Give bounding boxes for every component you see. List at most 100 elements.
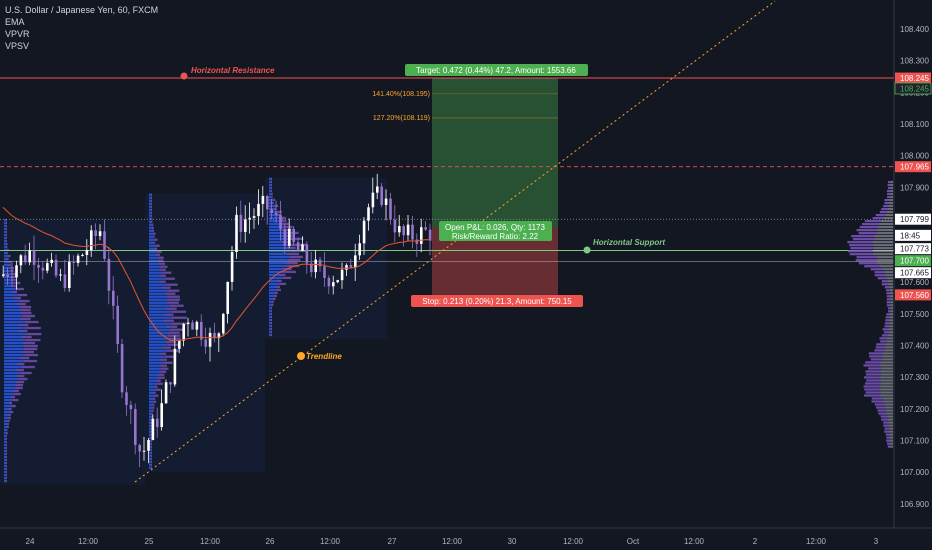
- vpvr-bar-up: [886, 189, 891, 193]
- session-volume-down: [165, 355, 177, 358]
- session-volume-down: [171, 310, 187, 313]
- candle-body: [200, 321, 203, 340]
- session-volume-up: [4, 377, 19, 381]
- profit-zone[interactable]: [432, 78, 558, 228]
- session-volume-up: [4, 428, 6, 432]
- session-volume-down: [8, 416, 11, 420]
- session-volume-down: [270, 327, 272, 331]
- session-volume-up: [4, 329, 19, 333]
- session-volume-up: [4, 293, 18, 297]
- target-label-box: [405, 64, 588, 76]
- session-volume-down: [5, 470, 7, 474]
- vpvr-bar-up: [884, 198, 890, 202]
- session-volume-down: [151, 229, 154, 232]
- trendline-label[interactable]: Trendline: [306, 352, 342, 361]
- time-tick-label: 24: [26, 537, 35, 546]
- session-volume-up: [4, 368, 16, 372]
- candle-body: [261, 195, 265, 204]
- session-volume-up: [149, 202, 151, 205]
- session-volume-up: [149, 331, 168, 334]
- support-handle[interactable]: [583, 246, 591, 254]
- candle-body: [424, 227, 427, 230]
- time-axis[interactable]: [0, 528, 932, 550]
- session-volume-down: [5, 233, 7, 237]
- session-volume-up: [4, 305, 21, 309]
- session-volume-up: [149, 346, 163, 349]
- session-volume-down: [166, 301, 179, 304]
- vpvr-bar-up: [865, 391, 881, 394]
- vpvr-bar-up: [887, 195, 891, 199]
- vpvr-bar-down: [889, 319, 893, 322]
- session-volume-up: [269, 213, 277, 217]
- session-volume-up: [149, 373, 159, 376]
- price-tick-label: 107.900: [900, 183, 929, 192]
- session-volume-down: [157, 256, 164, 259]
- indicator-vpvr[interactable]: VPVR: [5, 29, 30, 39]
- time-axis-ticks: 24 12:00 25 12:00 26 12:00 27 12:00 30 12:00 Oct 12…: [26, 537, 879, 546]
- candle-body: [151, 418, 155, 440]
- session-volume-up: [149, 421, 151, 424]
- fib-level-141-label: 141.40%(108.195): [372, 91, 430, 98]
- vpvr-bar-up: [848, 250, 873, 253]
- candle-body: [428, 229, 432, 241]
- session-volume-up: [149, 208, 151, 211]
- session-volume-down: [16, 380, 25, 384]
- vpvr-bar-up: [859, 226, 878, 229]
- symbol-title[interactable]: U.S. Dollar / Japanese Yen, 60, FXCM: [5, 5, 159, 15]
- candle-body: [362, 220, 366, 244]
- price-label: 18:45: [900, 231, 921, 240]
- session-volume-down: [279, 219, 287, 223]
- session-volume-up: [4, 224, 6, 228]
- session-volume-down: [276, 288, 281, 292]
- session-volume-up: [4, 236, 6, 240]
- vpvr-histogram: [847, 180, 893, 448]
- session-volume-up: [4, 449, 6, 453]
- session-volume-down: [159, 274, 166, 277]
- indicator-vpsv[interactable]: VPSV: [5, 41, 30, 51]
- candle-body: [345, 265, 348, 270]
- trendline-handle[interactable]: [297, 352, 305, 360]
- session-volume-down: [152, 232, 156, 235]
- candle-body: [164, 382, 168, 404]
- resistance-handle[interactable]: [180, 72, 188, 80]
- session-volume-down: [5, 443, 7, 447]
- vpvr-bar-down: [890, 183, 893, 187]
- session-volume-up: [149, 349, 167, 352]
- session-volume-down: [150, 202, 152, 205]
- session-volume-up: [4, 260, 9, 264]
- session-volume-down: [166, 283, 178, 286]
- vpvr-bar-up: [864, 382, 881, 385]
- session-volume-down: [165, 307, 177, 310]
- session-volume-up: [149, 262, 159, 265]
- session-volume-down: [150, 454, 152, 457]
- indicator-ema[interactable]: EMA: [5, 17, 25, 27]
- session-volume-up: [4, 443, 6, 447]
- session-volume-down: [150, 205, 152, 208]
- open-pl-label: Open P&L: 0.026, Qty: 1173: [445, 223, 545, 232]
- session-volume-down: [273, 207, 277, 211]
- candle-body: [107, 258, 111, 291]
- horizontal-resistance-label[interactable]: Horizontal Resistance: [191, 66, 275, 75]
- price-label: 107.560: [900, 291, 929, 300]
- time-tick-label: 12:00: [684, 537, 705, 546]
- candle-body: [380, 186, 383, 205]
- session-volume-up: [269, 189, 271, 193]
- session-volume-up: [149, 238, 155, 241]
- session-volume-down: [167, 334, 181, 337]
- position-tool[interactable]: [432, 78, 558, 295]
- vpvr-bar-up: [886, 301, 891, 304]
- candle-body: [112, 290, 115, 306]
- horizontal-support-label[interactable]: Horizontal Support: [593, 238, 665, 247]
- time-tick-label: 12:00: [78, 537, 99, 546]
- trendline[interactable]: [134, 0, 776, 483]
- candle-body: [376, 186, 379, 193]
- session-volume-down: [10, 395, 15, 399]
- price-label-box: [895, 72, 931, 84]
- vpvr-bar-up: [876, 406, 886, 409]
- vpvr-bar-down: [882, 358, 893, 361]
- vpvr-bar-down: [887, 418, 893, 421]
- vpvr-bar-down: [889, 198, 893, 202]
- session-volume-down: [11, 284, 18, 288]
- price-label-box: [895, 213, 931, 225]
